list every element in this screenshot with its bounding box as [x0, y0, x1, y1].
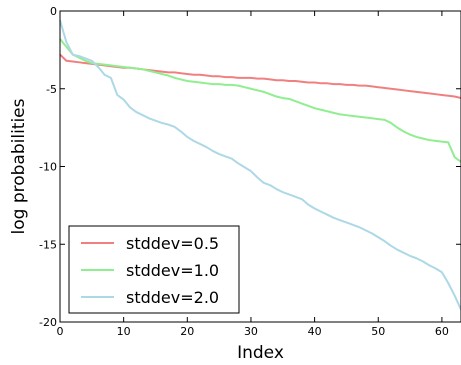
series-line-2 [59, 20, 461, 310]
legend: stddev=0.5 stddev=1.0 stddev=2.0 [68, 225, 240, 314]
x-tick-label: 40 [308, 325, 322, 338]
legend-label-0: stddev=0.5 [126, 234, 219, 253]
x-tick-label: 0 [57, 325, 64, 338]
y-axis-label: log probabilities [9, 98, 29, 234]
y-tick-label: 0 [50, 5, 57, 18]
series-line-1 [59, 38, 461, 163]
x-axis-label: Index [237, 343, 284, 363]
y-tick-label: -10 [39, 161, 57, 174]
series-layer [59, 20, 461, 310]
x-tick-label: 30 [244, 325, 258, 338]
x-tick-label: 10 [117, 325, 131, 338]
y-tick-label: -20 [39, 316, 57, 329]
legend-label-1: stddev=1.0 [126, 261, 219, 280]
x-tick-label: 60 [435, 325, 449, 338]
legend-label-2: stddev=2.0 [126, 288, 219, 307]
x-tick-label: 20 [180, 325, 194, 338]
y-tick-label: -5 [46, 83, 57, 96]
y-tick-label: -15 [39, 238, 57, 251]
x-tick-label: 50 [371, 325, 385, 338]
ticks-layer: 0 10 20 30 40 50 60 0 -5 -10 -15 -20 [39, 5, 461, 338]
